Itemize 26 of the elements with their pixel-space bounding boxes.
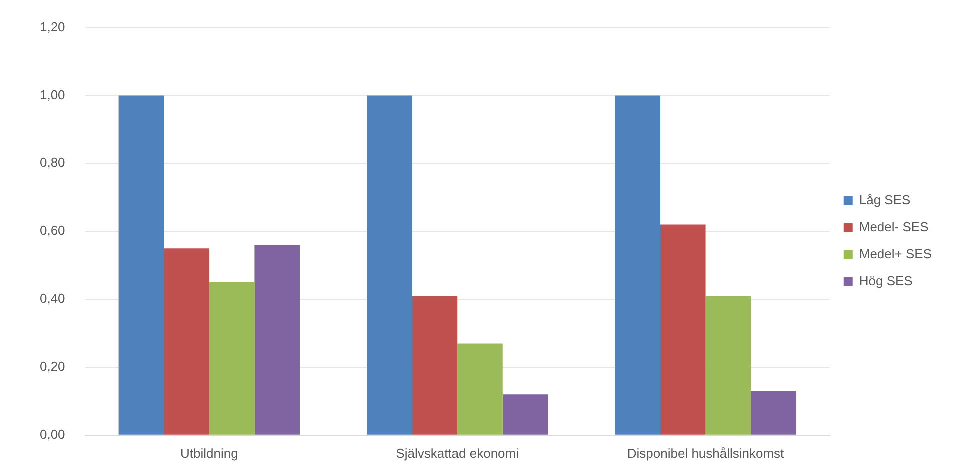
bar — [660, 224, 706, 435]
y-tick-label: 0,00 — [40, 426, 66, 442]
legend-label: Hög SES — [859, 274, 914, 289]
bar — [367, 96, 412, 435]
y-tick-label: 0,60 — [40, 223, 66, 238]
bar — [254, 245, 300, 435]
bar — [615, 96, 660, 435]
bar — [502, 394, 548, 435]
y-tick-label: 0,80 — [40, 155, 66, 170]
bar — [458, 344, 503, 435]
x-tick-label: Självskattad ekonomi — [396, 446, 520, 461]
y-tick-label: 1,00 — [40, 87, 66, 102]
bar — [706, 296, 752, 435]
bar — [164, 248, 210, 435]
bar — [209, 282, 255, 435]
y-tick-label: 0,20 — [40, 359, 66, 374]
bar — [412, 296, 458, 435]
bar — [751, 391, 796, 435]
legend-label: Medel+ SES — [859, 246, 932, 262]
x-tick-label: Utbildning — [180, 446, 238, 461]
y-tick-label: 0,40 — [40, 291, 66, 306]
legend-label: Medel- SES — [859, 220, 930, 235]
y-tick-label: 1,20 — [40, 19, 66, 34]
x-tick-label: Disponibel hushållsinkomst — [627, 446, 785, 461]
legend-label: Låg SES — [859, 192, 912, 208]
bar — [118, 96, 164, 435]
